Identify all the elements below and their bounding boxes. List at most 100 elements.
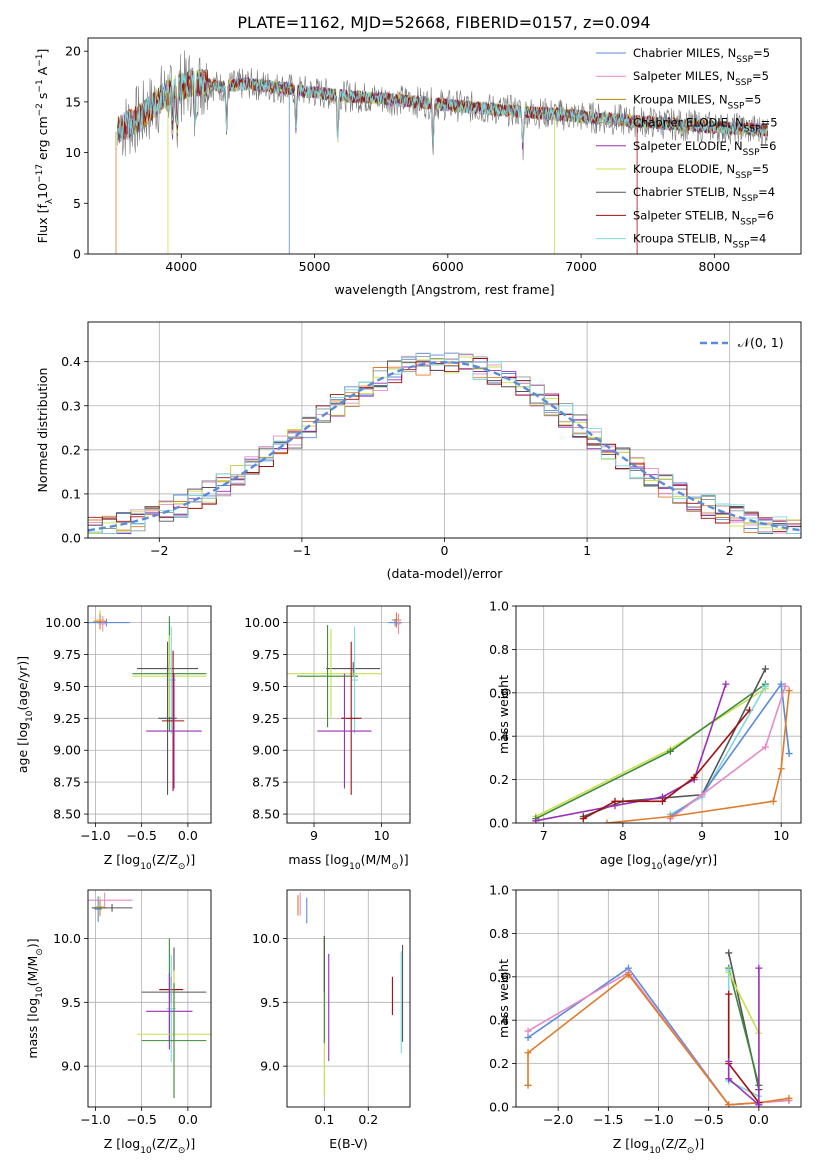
legend-label-part: Salpeter ELODIE, N [633, 139, 743, 153]
legend-label-part: Chabrier MILES, N [633, 46, 736, 60]
y-tick-label: 0.0 [489, 1100, 509, 1115]
y-tick-label: 0.6 [489, 685, 509, 700]
legend-label-part: Kroupa ELODIE, N [633, 162, 735, 176]
x-tick-label: 9 [310, 828, 318, 843]
age_vs_z-points [88, 609, 207, 795]
weight-line [669, 681, 790, 818]
y-tick-label: 9.50 [53, 679, 81, 694]
weight-marker [777, 680, 785, 688]
legend-label: Kroupa MILES, NSSP=5 [633, 92, 761, 111]
x-tick-label: −1.0 [643, 1112, 673, 1127]
x-axis-label-part: wavelength [Angstrom, rest frame] [334, 282, 554, 297]
x-axis-label: age [log10(age/yr)] [600, 852, 717, 872]
x-tick-label: −0.5 [126, 828, 156, 843]
x-tick-label: 5000 [299, 259, 331, 274]
x-axis-label: wavelength [Angstrom, rest frame] [334, 282, 554, 297]
y-tick-label: 5 [73, 196, 81, 211]
y-tick-label: 0.0 [489, 816, 509, 831]
y-tick-label: 8.75 [53, 775, 81, 790]
y-tick-label: 9.0 [61, 1059, 81, 1074]
legend-label: Chabrier STELIB, NSSP=4 [633, 185, 775, 204]
x-axis-label-part: ⊙ [687, 1146, 695, 1156]
legend-label-part: Salpeter STELIB, N [633, 208, 740, 222]
weight-marker [658, 797, 666, 805]
y-axis-label-part: ] [35, 49, 50, 54]
weight_vs_age-lines [532, 665, 793, 823]
x-axis-label: E(B-V) [329, 1136, 368, 1151]
y-axis-label: mass weight [496, 959, 511, 1038]
y-tick-label: 20 [65, 44, 81, 59]
x-axis-label-part: ⊙ [178, 862, 186, 872]
normal-legend-label: 𝒩(0, 1) [738, 335, 784, 350]
y-tick-label: 10 [65, 145, 81, 160]
y-tick-label: 0.2 [489, 1056, 509, 1071]
x-tick-label: 0.2 [358, 1112, 378, 1127]
x-tick-label: 0.0 [749, 1112, 769, 1127]
x-axis-label-part: ⊙ [178, 1146, 186, 1156]
weight-marker [785, 687, 793, 695]
legend-label-part: SSP [733, 241, 750, 251]
legend-label: Salpeter MILES, NSSP=5 [633, 69, 769, 88]
axes-frame [87, 321, 802, 539]
weight-line [727, 972, 760, 1034]
y-axis-label-part: mass weight [496, 959, 511, 1038]
x-axis-label-part: 10 [140, 862, 152, 872]
y-tick-label: 10.0 [53, 931, 81, 946]
weight-marker [725, 949, 733, 957]
weight-line [727, 967, 760, 1086]
x-tick-label: −1.0 [80, 1112, 110, 1127]
weight-marker [781, 682, 789, 690]
age_vs_z-axes: −1.0 −0.5 0.0 8.50 8.75 9.00 9.25 9.50 9.75 10.00… [15, 605, 212, 872]
weight-marker [722, 680, 730, 688]
x-axis-label-part: ⊙ [391, 862, 399, 872]
y-tick-label: 9.75 [252, 647, 280, 662]
x-tick-label: 7 [540, 828, 548, 843]
legend-label-part: SSP [744, 125, 761, 135]
mass_vs_z-points [88, 892, 211, 1099]
y-tick-label: 0.0 [61, 531, 81, 546]
x-tick-label: −1.5 [593, 1112, 623, 1127]
axes-frame [286, 605, 411, 824]
y-axis-label-part: Flux [f [35, 204, 50, 244]
y-axis-label-part: Normed distribution [35, 368, 50, 493]
y-tick-label: 8.50 [252, 807, 280, 822]
x-tick-label: −0.5 [693, 1112, 723, 1127]
legend-label: Chabrier MILES, NSSP=5 [633, 46, 770, 65]
x-axis-label-part: (M/M [361, 852, 392, 867]
x-tick-label: −1 [293, 543, 311, 558]
y-tick-label: 8.50 [53, 807, 81, 822]
residuals-axes: −2 −1 0 1 2 0.0 0.1 0.2 0.3 0.4 𝒩(0, 1) (data-model… [35, 321, 802, 581]
figure-title: PLATE=1162, MJD=52668, FIBERID=0157, z=0… [237, 13, 650, 32]
x-axis-label-part: (Z/Z [152, 1136, 178, 1151]
legend-label-part: Salpeter MILES, N [633, 69, 735, 83]
weight-marker [579, 815, 587, 823]
y-tick-label: 0 [73, 247, 81, 262]
x-axis-label-part: Z [log [104, 852, 140, 867]
x-tick-label: 0.0 [178, 1112, 198, 1127]
axes-frame [515, 605, 802, 824]
legend-label-part: SSP [736, 55, 753, 65]
legend-label-part: SSP [735, 171, 752, 181]
legend-label: Chabrier ELODIE, NSSP=5 [633, 116, 778, 135]
spectrum-axes: 4000 5000 6000 7000 8000 0 5 10 15 20 Chabrier MIL… [35, 37, 802, 297]
y-axis-label-part: )] [25, 938, 40, 948]
weight-marker [611, 797, 619, 805]
x-tick-label: −0.5 [126, 1112, 156, 1127]
histogram-step [88, 352, 801, 535]
legend-label-part: SSP [743, 148, 760, 158]
x-axis-label-part: )] [185, 852, 195, 867]
weight-marker [524, 1027, 532, 1035]
x-tick-label: 8000 [698, 259, 730, 274]
x-axis-label-part: (Z/Z [152, 852, 178, 867]
legend-label-part: SSP [728, 101, 745, 111]
x-axis-label-part: Z [log [104, 1136, 140, 1151]
spectrum-data-line [121, 50, 768, 161]
legend-label: Salpeter STELIB, NSSP=6 [633, 208, 774, 227]
y-tick-label: 10.0 [252, 931, 280, 946]
x-axis-label-part: 10 [140, 1146, 152, 1156]
legend-label-part: Kroupa STELIB, N [633, 232, 733, 246]
y-axis-label-part: erg cm [35, 116, 50, 164]
age_vs_mass-axes: 9 10 8.50 8.75 9.00 9.25 9.50 9.75 10.00 mass [lo… [244, 605, 411, 872]
legend-label-part: Chabrier STELIB, N [633, 185, 741, 199]
